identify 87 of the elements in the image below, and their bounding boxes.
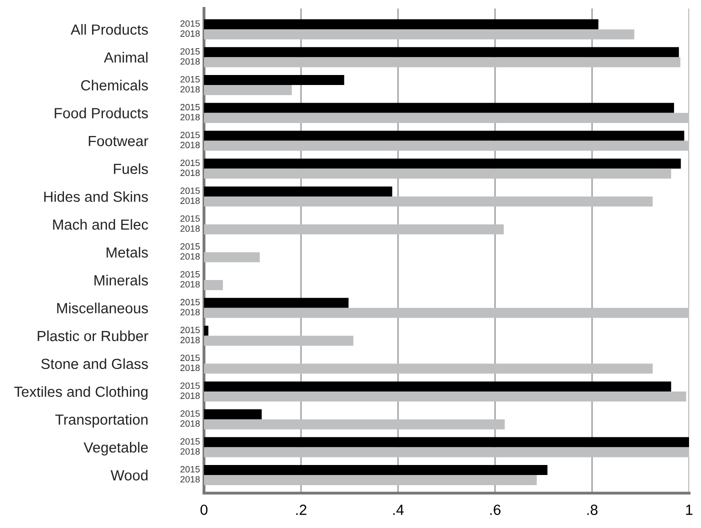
bar xyxy=(204,112,690,123)
y-tick-label: Metals xyxy=(106,246,148,258)
bar xyxy=(204,475,537,486)
bar xyxy=(204,19,598,30)
bar xyxy=(204,140,690,151)
y-tick-label: Hides and Skins xyxy=(44,191,148,202)
bar xyxy=(204,447,690,458)
y-tick-label: Chemicals xyxy=(81,80,148,90)
text: 2015 xyxy=(180,382,200,389)
bar xyxy=(204,224,504,234)
text: 2015 xyxy=(180,271,200,278)
bar xyxy=(204,158,681,169)
bar xyxy=(204,130,684,141)
text: 2018 xyxy=(180,336,200,344)
bar xyxy=(204,57,680,68)
text: 2018 xyxy=(180,308,200,316)
y-tick-label: Food Products xyxy=(54,108,148,118)
text: 2018 xyxy=(180,420,200,427)
text: 2015 xyxy=(180,438,200,445)
text: 2015 xyxy=(180,215,200,222)
y-tick-label: Fuels xyxy=(114,163,148,174)
text: 2015 xyxy=(180,466,200,472)
bar xyxy=(204,186,392,196)
y-tick-label: Transportation xyxy=(55,414,148,428)
x-tick-label: .6 xyxy=(490,504,500,515)
text: 2015 xyxy=(180,104,200,110)
y-tick-label: Mach and Elec xyxy=(53,219,148,230)
text: 2015 xyxy=(180,132,200,138)
bar xyxy=(204,75,344,86)
y-tick-label: Stone and Glass xyxy=(41,358,148,370)
bar xyxy=(204,465,548,476)
bar xyxy=(204,85,292,96)
x-tick-label: .2 xyxy=(296,504,306,515)
text: 2018 xyxy=(180,170,200,176)
bar xyxy=(204,326,208,336)
bar xyxy=(204,409,262,420)
text: 2018 xyxy=(180,476,200,482)
y-tick-label: Miscellaneous xyxy=(57,302,148,314)
text: 2015 xyxy=(180,298,200,306)
bar xyxy=(204,419,505,430)
x-tick-label: .4 xyxy=(393,504,404,515)
x-tick-label: 0 xyxy=(200,504,208,515)
text: 2018 xyxy=(180,364,200,372)
text: 2015 xyxy=(180,48,200,55)
text: 2015 xyxy=(180,76,200,82)
bar xyxy=(204,336,354,346)
text: 2015 xyxy=(180,326,200,334)
text: 2015 xyxy=(180,187,200,194)
text: 2015 xyxy=(180,160,200,166)
bar xyxy=(204,196,653,207)
bar xyxy=(204,280,223,290)
series-label: 2018 xyxy=(180,30,200,37)
y-tick-label: Plastic or Rubber xyxy=(38,330,148,342)
bar xyxy=(204,168,672,179)
text: 2018 xyxy=(180,225,200,232)
bar xyxy=(204,308,690,318)
y-tick-label: Vegetable xyxy=(84,442,148,456)
text: 2018 xyxy=(180,198,200,204)
text: 2018 xyxy=(180,142,200,148)
bar xyxy=(204,437,690,448)
x-tick-label: .8 xyxy=(587,504,598,515)
x-tick-label: 1 xyxy=(686,504,692,515)
y-tick-label: All Products xyxy=(70,24,148,35)
text: 2018 xyxy=(180,281,200,288)
y-tick-label: Animal xyxy=(104,52,148,63)
text: 2018 xyxy=(180,448,200,455)
bar xyxy=(204,364,653,374)
bar xyxy=(204,252,260,262)
text: 2018 xyxy=(180,392,200,399)
text: 2018 xyxy=(180,114,200,120)
series-label: 2015 xyxy=(180,20,200,27)
y-tick-label: Textiles and Clothing xyxy=(14,386,148,400)
bar xyxy=(204,29,634,40)
text: 2018 xyxy=(180,253,200,260)
bar xyxy=(204,47,679,58)
y-tick-label: Wood xyxy=(110,470,148,480)
y-tick-label: Minerals xyxy=(94,274,148,286)
text: 2015 xyxy=(180,410,200,417)
bar xyxy=(204,381,672,392)
text: 2015 xyxy=(180,354,200,362)
text: 2015 xyxy=(180,243,200,250)
bar xyxy=(204,298,349,308)
bar xyxy=(204,391,686,402)
text: 2018 xyxy=(180,86,200,92)
bar xyxy=(204,102,674,113)
y-tick-label: Footwear xyxy=(88,136,148,146)
text: 2018 xyxy=(180,58,200,65)
